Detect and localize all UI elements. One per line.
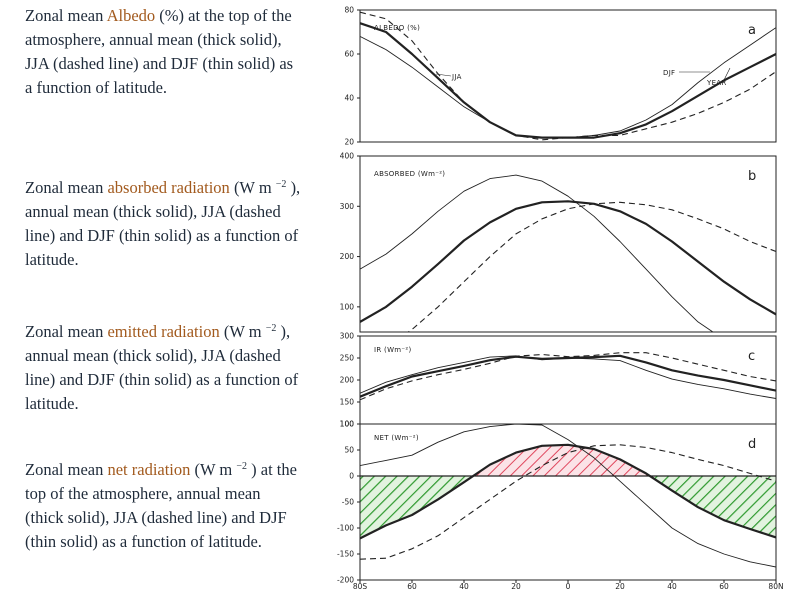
panel-letter: a (748, 23, 756, 38)
caption-text: Zonal mean (25, 6, 107, 25)
caption-text: Zonal mean (25, 322, 108, 341)
series-year-line (360, 354, 776, 398)
y-tick-label: -200 (337, 576, 354, 585)
caption-emitted: Zonal mean emitted radiation (W m −2 ), … (25, 320, 303, 416)
panel-letter: d (748, 437, 756, 452)
series-jja-line (407, 201, 776, 332)
surplus-region (360, 444, 776, 476)
y-tick-label: 50 (344, 446, 354, 455)
y-tick-label: 300 (340, 332, 355, 341)
caption-highlight: emitted radiation (107, 322, 220, 341)
annotation-leader (435, 73, 452, 77)
y-tick-label: -150 (337, 550, 354, 559)
x-tick-label: 0 (566, 582, 571, 591)
series-jja-line (360, 352, 776, 401)
y-tick-label: 60 (344, 50, 354, 59)
y-tick-label: 300 (340, 202, 355, 211)
y-tick-label: 100 (340, 302, 355, 311)
annotation-leader (722, 67, 731, 83)
y-tick-label: 80 (344, 6, 354, 15)
y-tick-label: 150 (340, 398, 355, 407)
panel-title: NET (Wm⁻²) (374, 434, 419, 442)
caption-text: ), annual mean (thick solid), JJA (dashe… (25, 322, 299, 413)
y-tick-label: 100 (340, 420, 355, 429)
y-tick-label: 250 (340, 354, 355, 363)
panel-d: -200 -150 -100 -50 0 50 100 NET (Wm⁻²) d (337, 420, 777, 585)
series-djf-line (360, 174, 714, 332)
series-year-line (360, 443, 776, 540)
panel-title: ABSORBED (Wm⁻²) (374, 170, 445, 178)
panel-frame (359, 335, 777, 425)
y-tick-label: 20 (344, 138, 354, 147)
x-tick-label: 80N (768, 582, 783, 591)
caption-albedo: Zonal mean Albedo (%) at the top of the … (25, 4, 303, 100)
series-annotation: JJA (451, 73, 462, 81)
y-tick-label: -100 (337, 524, 354, 533)
caption-highlight: absorbed radiation (107, 178, 230, 197)
caption-superscript: −2 (236, 461, 248, 472)
y-tick-label: 400 (340, 152, 355, 161)
caption-highlight: Albedo (106, 6, 156, 25)
y-tick-label: 200 (340, 252, 355, 261)
caption-text: (%) at the top of the atmosphere, annual… (25, 6, 294, 97)
x-tick-label: 20 (615, 582, 625, 591)
caption-absorbed: Zonal mean absorbed radiation (W m −2 ),… (25, 176, 303, 272)
series-annotation: YEAR (706, 79, 727, 87)
x-tick-label: 20 (511, 582, 521, 591)
x-tick-label: 60 (719, 582, 729, 591)
panel-c: 100 150 200 250 300 IR (Wm⁻²) c (340, 332, 777, 429)
x-tick-label: 40 (459, 582, 469, 591)
caption-text: (W m (229, 178, 276, 197)
caption-net: Zonal mean net radiation (W m −2 ) at th… (25, 458, 303, 554)
y-tick-label: 0 (349, 472, 354, 481)
series-jja-line (360, 11, 776, 141)
panel-letter: c (748, 349, 755, 364)
caption-text: ), annual mean (thick solid), JJA (dashe… (25, 178, 301, 269)
x-tick-label: 60 (407, 582, 417, 591)
caption-text: (W m (219, 322, 266, 341)
panel-b: 100 200 300 400 ABSORBED (Wm⁻²) b (340, 152, 777, 333)
caption-text: ) at the top of the atmosphere, annual m… (25, 460, 297, 551)
deficit-region (360, 476, 776, 539)
y-tick-label: 40 (344, 94, 354, 103)
panel-frame (359, 155, 777, 333)
caption-text: Zonal mean (25, 460, 108, 479)
series-jja-line (360, 444, 776, 560)
caption-superscript: −2 (275, 179, 287, 190)
series-djf-line (360, 355, 776, 399)
x-tick-label: 40 (667, 582, 677, 591)
caption-text: (W m (190, 460, 237, 479)
series-annotation: DJF (663, 69, 675, 77)
y-tick-label: 100 (340, 420, 355, 429)
panel-title: IR (Wm⁻²) (374, 346, 412, 354)
panel-letter: b (748, 169, 756, 184)
series-year-line (360, 200, 776, 323)
x-tick-label: 80S (353, 582, 368, 591)
y-tick-label: 200 (340, 376, 355, 385)
series-djf-line (360, 424, 776, 568)
caption-highlight: net radiation (107, 460, 191, 479)
caption-text: Zonal mean (25, 178, 108, 197)
panel-frame (359, 9, 777, 143)
series-djf-line (360, 27, 776, 139)
caption-superscript: −2 (265, 323, 277, 334)
y-tick-label: -50 (342, 498, 354, 507)
